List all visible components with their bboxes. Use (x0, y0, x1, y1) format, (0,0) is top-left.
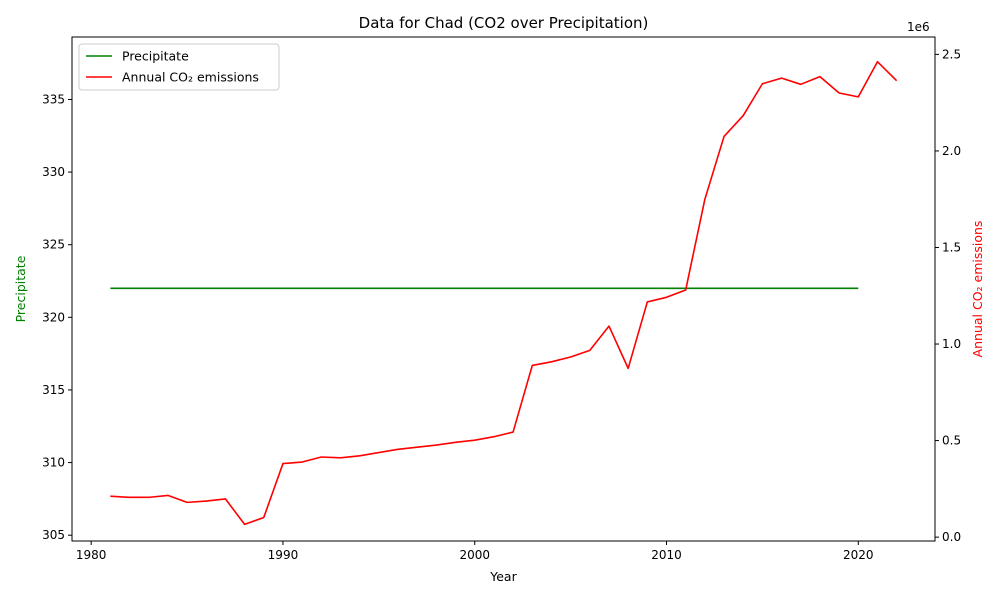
x-tick-label: 2000 (459, 548, 490, 562)
y-left-tick-label: 310 (42, 456, 65, 470)
y-right-tick-label: 1.0 (942, 337, 961, 351)
chart-title: Data for Chad (CO2 over Precipitation) (359, 14, 649, 32)
y-right-tick-label: 0.5 (942, 434, 961, 448)
y-left-tick-label: 330 (42, 165, 65, 179)
x-tick-label: 1990 (268, 548, 299, 562)
x-axis-title: Year (489, 569, 517, 584)
y-right-tick-label: 1.5 (942, 240, 961, 254)
y-right-tick-label: 2.5 (942, 47, 961, 61)
y-right-tick-label: 0.0 (942, 530, 961, 544)
x-tick-label: 1980 (76, 548, 107, 562)
y-left-tick-label: 325 (42, 238, 65, 252)
y-left-tick-label: 320 (42, 310, 65, 324)
y-left-tick-label: 305 (42, 528, 65, 542)
series-line-1 (110, 60, 898, 526)
x-tick-label: 2020 (843, 548, 874, 562)
legend-box (78, 43, 280, 91)
legend: Precipitate Annual CO₂ emissions (78, 43, 280, 91)
y-left-tick-label: 315 (42, 383, 65, 397)
y-right-tick-label: 2.0 (942, 144, 961, 158)
y-right-axis-title: Annual CO₂ emissions (970, 221, 985, 358)
legend-label-0: Precipitate (122, 49, 189, 64)
y-left-tick-label: 335 (42, 92, 65, 106)
right-axis-offset-label: 1e6 (907, 20, 930, 34)
legend-label-1: Annual CO₂ emissions (122, 70, 259, 85)
x-tick-label: 2010 (651, 548, 682, 562)
y-left-axis-title: Precipitate (13, 255, 28, 322)
plot-area (110, 60, 898, 526)
plot-frame (71, 36, 936, 542)
axes: 1980 1990 2000 2010 2020 305 310 315 320 325 330 33… (13, 20, 985, 584)
